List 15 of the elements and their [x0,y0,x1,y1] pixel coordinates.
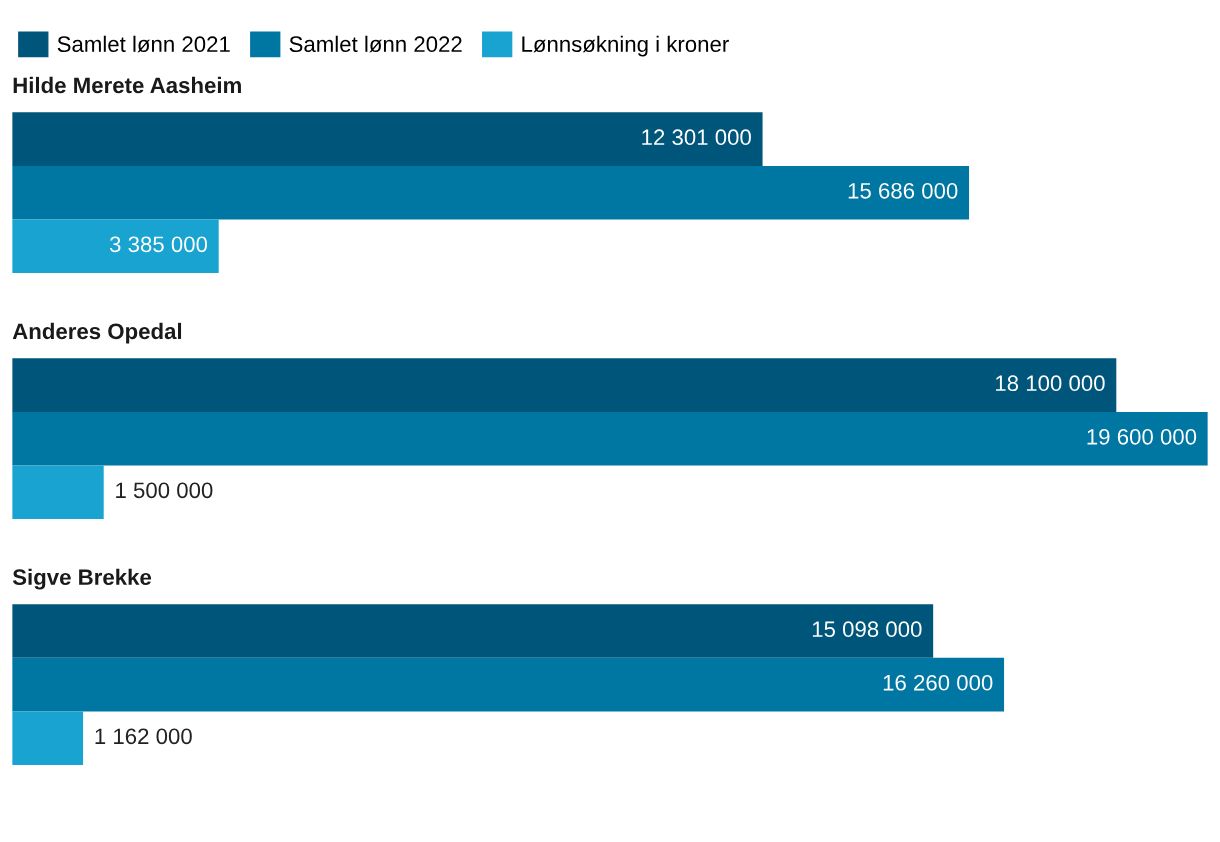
data-label: 18 100 000 [996,375,1105,392]
data-label: 12 301 000 [642,129,751,146]
data-label: 15 686 000 [848,182,958,199]
legend-label: Samlet lønn 2022 [289,35,462,53]
data-label: 19 600 000 [1087,428,1197,445]
y-tick-label: Sigve Brekke [12,568,152,590]
y-tick-label: Anderes Opedal [12,322,182,344]
data-label: 16 260 000 [883,674,993,691]
data-label: 1 500 000 [116,482,213,499]
data-label: 1 162 000 [95,728,192,745]
legend-label: Lønnsøkning i kroner [522,35,729,57]
y-tick-label: Hilde Merete Aasheim [13,76,241,94]
data-label: 3 385 000 [109,236,208,253]
legend-label: Samlet lønn 2021 [57,35,230,53]
data-label: 15 098 000 [812,621,922,638]
